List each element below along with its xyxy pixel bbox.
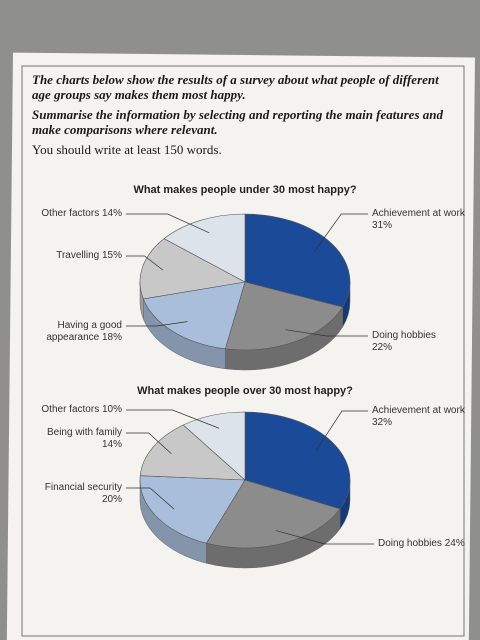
- category-label: Being with family: [46, 427, 122, 438]
- slice-top: [244, 411, 351, 510]
- category-label: Other factors: [41, 404, 100, 415]
- prompt-line: Summarise the information by selecting a…: [32, 107, 443, 137]
- slice-label: Doing hobbies 22%: [372, 330, 472, 354]
- category-label: Financial security: [44, 482, 122, 493]
- pie-slice: [205, 479, 341, 569]
- value-label: 10%: [101, 404, 122, 415]
- slice-top: [224, 281, 344, 351]
- slice-label: Other factors 14%: [22, 208, 122, 220]
- category-label: Achievement at work: [372, 405, 465, 416]
- category-label: Other factors: [41, 208, 100, 219]
- slice-label: Doing hobbies 24%: [378, 538, 478, 550]
- pie-slice: [139, 475, 246, 564]
- value-label: 18%: [101, 332, 122, 343]
- chart-title: What makes people over 30 most happy?: [137, 385, 353, 397]
- pie-slice: [163, 213, 246, 283]
- prompt-line: You should write at least 150 words.: [32, 142, 222, 157]
- pie-slice: [139, 424, 246, 481]
- prompt: The charts below show the results of a s…: [32, 72, 452, 162]
- slice-top: [142, 281, 246, 350]
- leader-line: [126, 409, 220, 429]
- value-label: 22%: [372, 342, 393, 353]
- slice-label: Being with family 14%: [22, 427, 122, 451]
- frame: [21, 65, 465, 637]
- category-label: Having a good appearance: [46, 320, 122, 343]
- category-label: Doing hobbies: [378, 538, 442, 549]
- slice-top: [205, 479, 341, 549]
- leader-line: [315, 410, 368, 452]
- slice-label: Financial security 20%: [22, 482, 122, 506]
- pie-slice: [139, 238, 246, 320]
- value-label: 15%: [101, 250, 122, 261]
- value-label: 20%: [101, 494, 122, 505]
- pie-slice: [244, 411, 351, 530]
- pie-slice: [244, 213, 351, 328]
- prompt-line: The charts below show the results of a s…: [32, 72, 439, 102]
- value-label: 14%: [101, 439, 122, 450]
- value-label: 24%: [444, 538, 465, 549]
- leader-line: [126, 432, 172, 455]
- value-label: 32%: [372, 417, 393, 428]
- slice-top: [139, 475, 246, 544]
- slice-top: [139, 238, 246, 300]
- leader-line: [275, 530, 374, 545]
- slice-top: [244, 213, 351, 308]
- leader-line: [126, 255, 164, 271]
- pie-slice: [182, 411, 246, 481]
- slice-top: [182, 411, 246, 481]
- slice-top: [163, 213, 246, 283]
- chart-title: What makes people under 30 most happy?: [133, 184, 356, 196]
- leader-line: [126, 487, 175, 510]
- category-label: Doing hobbies: [372, 330, 436, 341]
- leader-line: [314, 213, 368, 252]
- category-label: Travelling: [56, 250, 100, 261]
- slice-top: [139, 424, 246, 481]
- value-label: 14%: [101, 208, 122, 219]
- slice-label: Travelling 15%: [22, 250, 122, 262]
- value-label: 31%: [372, 220, 393, 231]
- slice-label: Having a good appearance 18%: [37, 320, 122, 344]
- slice-label: Achievement at work 32%: [372, 405, 472, 429]
- slice-label: Achievement at work 31%: [372, 208, 472, 232]
- leader-line: [126, 213, 210, 234]
- slice-label: Other factors 10%: [22, 404, 122, 416]
- category-label: Achievement at work: [372, 208, 465, 219]
- leader-line: [126, 321, 188, 327]
- leader-line: [285, 329, 368, 337]
